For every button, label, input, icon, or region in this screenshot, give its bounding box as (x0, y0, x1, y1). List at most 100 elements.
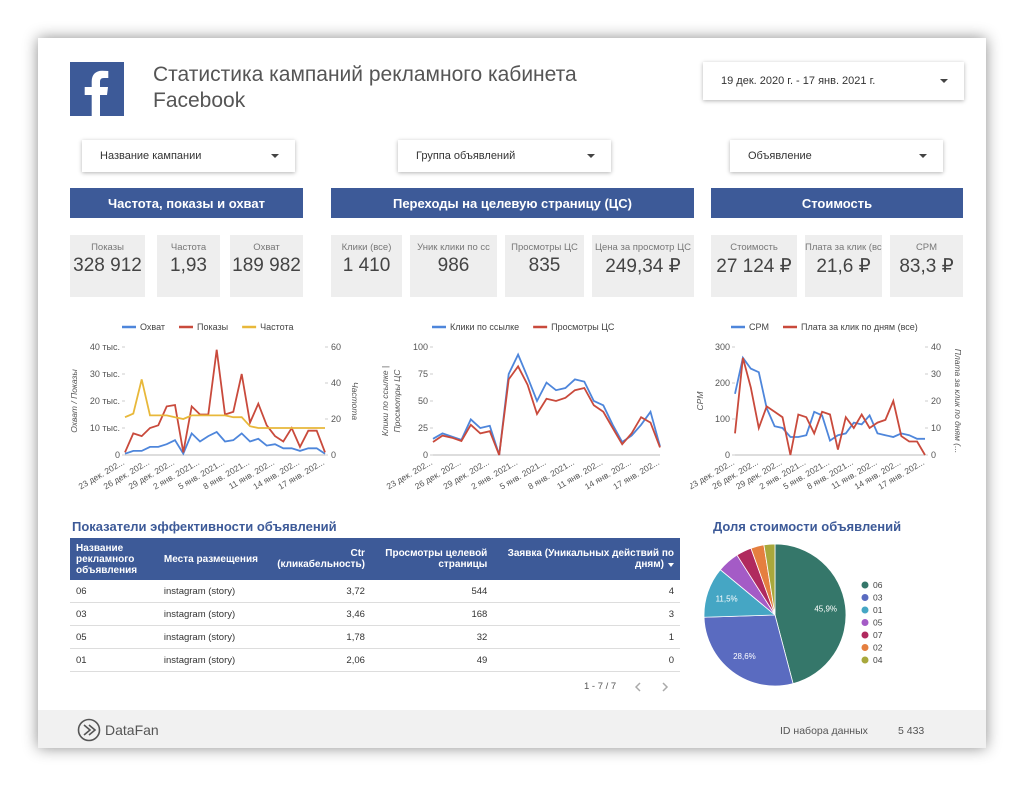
pie-slice (703, 614, 794, 687)
kpi-label: Уник клики по сс (417, 242, 490, 253)
kpi-label: Просмотры ЦС (511, 242, 578, 253)
y-axis-label: CPM (695, 391, 705, 411)
section-header: Стоимость (711, 188, 963, 218)
datafan-logo (77, 718, 101, 742)
legend-swatch (861, 581, 869, 589)
kpi-card: Охват 189 982 (230, 235, 303, 297)
legend-label: 07 (873, 630, 883, 640)
legend-label: Клики по ссылке (450, 322, 519, 332)
table-row: 05 instagram (story) 1,78 32 1 (70, 625, 680, 649)
kpi-value: 83,3 ₽ (899, 256, 954, 277)
kpi-value: 986 (437, 255, 470, 276)
legend-label: 03 (873, 593, 883, 603)
legend-label: Показы (197, 322, 228, 332)
pie-title: Доля стоимости объявлений (713, 519, 902, 534)
y-tick-label: 50 (418, 396, 428, 406)
kpi-value: 328 912 (73, 255, 142, 276)
legend-label: Частота (260, 322, 293, 332)
y-tick-label: 10 тыс. (90, 423, 120, 433)
slice-label: 45,9% (814, 604, 837, 613)
table-cell: 1,78 (265, 625, 371, 649)
table-row: 03 instagram (story) 3,46 168 3 (70, 602, 680, 626)
column-header: Просмотры целевой страницы (370, 538, 494, 580)
campaign-filter[interactable]: Название кампании (82, 140, 295, 172)
y-tick-label: 100 (413, 342, 428, 352)
kpi-value: 21,6 ₽ (816, 256, 871, 277)
dashboard-title: Статистика кампаний рекламного кабинета … (153, 63, 577, 112)
date-range: 19 дек. 2020 г. - 17 янв. 2021 г. (721, 75, 876, 87)
brand: DataFan (105, 722, 159, 738)
y2-tick-label: 40 (931, 342, 941, 352)
table-row: 06 instagram (story) 3,72 544 4 (70, 580, 680, 603)
line-chart: 0 10 тыс. 20 тыс. 30 тыс. 40 тыс. 0 20 40 60 Охва… (69, 322, 360, 492)
kpi-card: Уник клики по сс 986 (410, 235, 497, 297)
kpi-label: Цена за просмотр ЦС (595, 242, 691, 253)
table-row: 01 instagram (story) 2,06 49 0 (70, 648, 680, 672)
table-cell: 03 (70, 602, 158, 626)
table-cell: 3,46 (265, 602, 371, 626)
pagination: 1 - 7 / 7 (584, 681, 617, 692)
table-cell: instagram (story) (157, 580, 266, 603)
pie-chart: 45,9% 06 28,6% 03 11,5% 01 05 07 02 04 (703, 543, 883, 687)
y2-tick-label: 0 (931, 450, 936, 460)
series-line (432, 364, 661, 456)
pie-slice (763, 543, 776, 616)
pie-slice (774, 543, 847, 685)
legend-label: 02 (873, 643, 883, 653)
sort-icon[interactable] (668, 563, 674, 567)
y-tick-label: 25 (418, 423, 428, 433)
series-line (432, 352, 661, 456)
section-header: Частота, показы и охват (70, 188, 303, 218)
line-chart: 0 100 200 300 0 10 20 30 40 CPM Плата за клик по д… (690, 322, 963, 492)
table-cell: 32 (370, 625, 494, 649)
y2-axis-label: Частота (350, 382, 360, 420)
table-cell: instagram (story) (157, 625, 266, 649)
legend-label: Охват (140, 322, 165, 332)
legend-label: CPM (749, 322, 769, 332)
date-range-picker[interactable]: 19 дек. 2020 г. - 17 янв. 2021 г. (703, 62, 964, 100)
y2-tick-label: 30 (931, 369, 941, 379)
kpi-label: Клики (все) (341, 242, 392, 253)
y-tick-label: 20 тыс. (90, 396, 120, 406)
facebook-logo (70, 62, 124, 116)
kpi-label: CPM (915, 242, 938, 253)
pagination-arrows[interactable] (630, 680, 675, 694)
legend-swatch (861, 594, 869, 601)
legend-label: Просмотры ЦС (551, 322, 615, 332)
y-axis-label: Просмотры ЦС (392, 369, 402, 433)
filter-label: Группа объявлений (416, 150, 516, 162)
y2-tick-label: 40 (331, 378, 341, 388)
legend-label: 04 (873, 655, 883, 665)
ad-filter[interactable]: Объявление (730, 140, 943, 172)
table-cell: 3,72 (265, 580, 371, 603)
table-cell: 3 (493, 602, 680, 626)
filter-label: Название кампании (100, 150, 202, 162)
slice-label: 28,6% (733, 652, 756, 661)
kpi-value: 249,34 ₽ (605, 256, 681, 277)
series-line (124, 430, 326, 456)
table-cell: 4 (493, 580, 680, 603)
table-cell: 0 (493, 648, 680, 672)
y-tick-label: 100 (715, 414, 730, 424)
section-header: Переходы на целевую страницу (ЦС) (331, 188, 694, 218)
y2-tick-label: 0 (331, 450, 336, 460)
dataset-label: ID набора данных (780, 725, 868, 737)
slice-label: 11,5% (716, 594, 738, 603)
kpi-card: Частота 1,93 (157, 235, 220, 297)
table-cell: 168 (370, 602, 494, 626)
kpi-card: Клики (все) 1 410 (331, 235, 402, 297)
kpi-card: Цена за просмотр ЦС 249,34 ₽ (592, 235, 694, 297)
kpi-card: Стоимость 27 124 ₽ (711, 235, 797, 297)
kpi-value: 1 410 (342, 255, 391, 276)
y2-tick-label: 60 (331, 342, 341, 352)
y-tick-label: 75 (418, 369, 428, 379)
kpi-card: Плата за клик (все) 21,6 ₽ (805, 235, 882, 297)
adset-filter[interactable]: Группа объявлений (398, 140, 611, 172)
legend-label: 05 (873, 618, 883, 628)
y-tick-label: 30 тыс. (90, 369, 120, 379)
y-tick-label: 0 (725, 450, 730, 460)
table-cell: 2,06 (265, 648, 371, 672)
footer (38, 710, 986, 748)
y-axis-label: Клики по ссылке | (380, 366, 390, 436)
series-line (734, 355, 925, 443)
